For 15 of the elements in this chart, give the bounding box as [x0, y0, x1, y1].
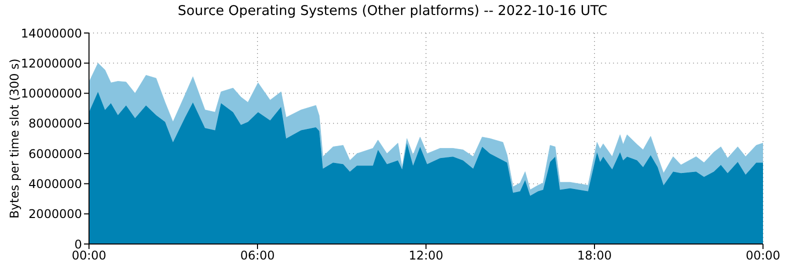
y-tick-label: 14000000 [20, 26, 82, 40]
chart-title: Source Operating Systems (Other platforms) -- 2022-10-16 UTC [176, 3, 608, 19]
y-tick-label: 2000000 [28, 207, 82, 222]
y-tick-label: 4000000 [28, 176, 82, 191]
x-tick-label: 00:00 [72, 248, 106, 263]
y-tick-label: 10000000 [20, 86, 82, 101]
x-tick-label: 00:00 [746, 248, 780, 263]
x-tick-label: 06:00 [240, 248, 275, 263]
x-tick-label: 18:00 [577, 248, 612, 263]
y-tick-label: 8000000 [28, 116, 82, 131]
y-tick-label: 6000000 [28, 146, 82, 161]
y-tick-label: 12000000 [20, 56, 82, 70]
y-tick-label: 0 [74, 237, 82, 252]
x-tick-label: 12:00 [408, 248, 444, 263]
y-axis-title: Bytes per time slot (300 s) [7, 58, 22, 218]
